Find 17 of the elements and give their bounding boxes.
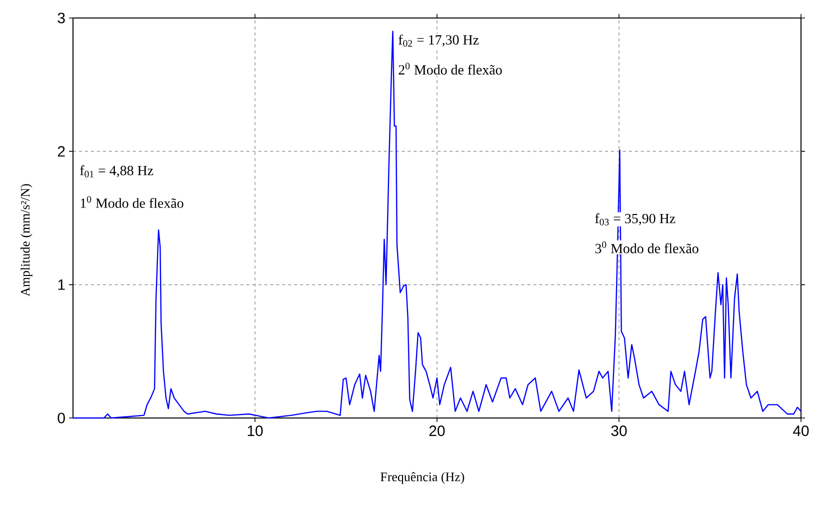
y-tick-label: 0 — [58, 412, 65, 424]
y-tick-label: 2 — [58, 146, 65, 157]
annotation: f$_{01}$ = 4,88 Hz — [80, 165, 154, 178]
x-tick-label: 20 — [429, 426, 445, 436]
x-tick-label: 10 — [248, 426, 263, 436]
annotation: f$_{02}$ = 17,30 Hz — [398, 34, 479, 47]
annotation: 2$^{0}$ Modo de flexão — [398, 62, 502, 75]
x-axis-title: Frequência (Hz) — [380, 472, 464, 484]
x-tick-label: 40 — [793, 426, 809, 436]
annotation: f$_{03}$ = 35,90 Hz — [595, 213, 676, 226]
y-axis-title: Amplitude (mm/s²/N) — [20, 184, 32, 296]
annotation: 3$^{0}$ Modo de flexão — [595, 241, 698, 254]
y-tick-label: 3 — [58, 12, 65, 24]
x-tick-label: 30 — [611, 426, 627, 436]
annotation: 1$^{0}$ Modo de flexão — [80, 196, 184, 208]
line-series — [72, 30, 802, 419]
y-tick-label: 1 — [58, 280, 65, 290]
